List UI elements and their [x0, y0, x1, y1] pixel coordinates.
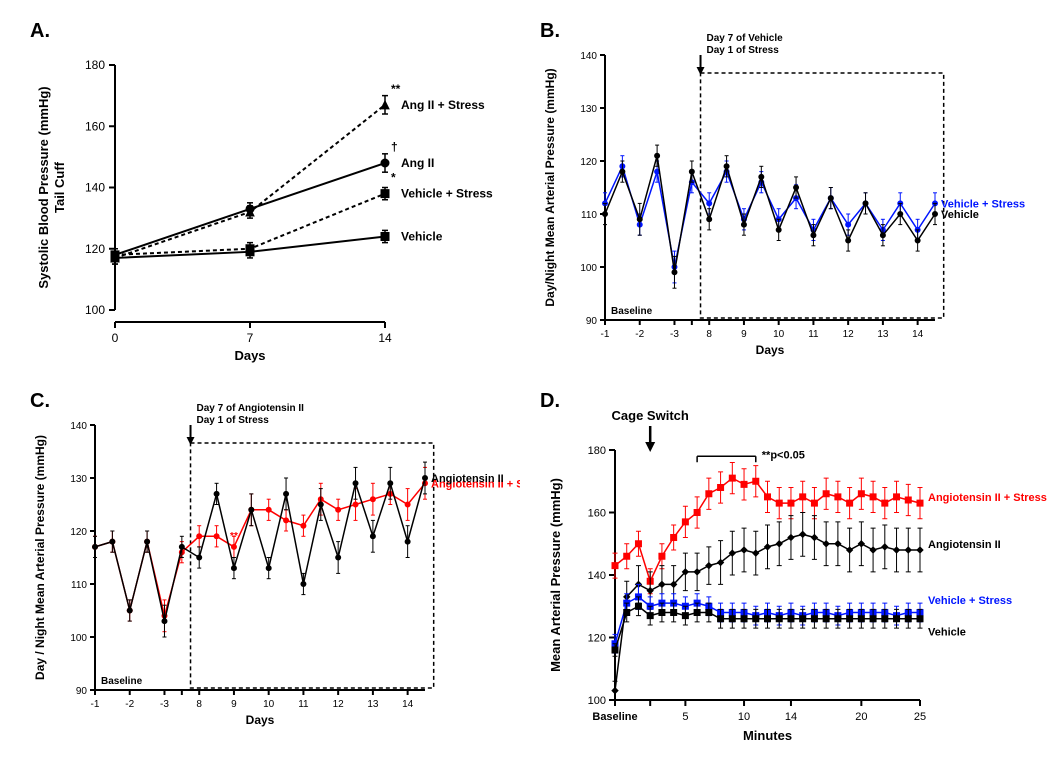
svg-text:130: 130	[580, 104, 597, 115]
svg-text:130: 130	[70, 474, 87, 485]
svg-text:0: 0	[112, 331, 119, 345]
svg-text:Minutes: Minutes	[743, 728, 792, 743]
svg-text:140: 140	[70, 421, 87, 432]
svg-text:Day / Night Mean Arterial Pres: Day / Night Mean Arterial Pressure (mmHg…	[33, 435, 47, 680]
panel-a: A. 100 120 140 160 180 0 7 14 Days Systolic Blood…	[20, 20, 520, 370]
svg-text:13: 13	[877, 329, 889, 340]
svg-text:25: 25	[914, 711, 926, 723]
svg-text:Baseline: Baseline	[592, 711, 637, 723]
svg-text:Angiotensin II: Angiotensin II	[431, 473, 504, 485]
panel-d-chart: 100 120 140 160 180 Baseline 5 10 14 20 25 Minutes M…	[530, 390, 1050, 760]
svg-text:14: 14	[785, 711, 797, 723]
svg-text:Vehicle: Vehicle	[941, 209, 979, 221]
svg-text:90: 90	[586, 316, 598, 327]
svg-text:100: 100	[580, 263, 597, 274]
svg-text:10: 10	[738, 711, 750, 723]
svg-text:100: 100	[85, 303, 105, 317]
svg-text:140: 140	[588, 570, 606, 582]
svg-text:†: †	[391, 140, 398, 154]
svg-text:Vehicle: Vehicle	[928, 626, 966, 638]
svg-text:Day 7 of Angiotensin II: Day 7 of Angiotensin II	[197, 403, 305, 414]
svg-text:-2: -2	[125, 699, 134, 710]
svg-text:120: 120	[70, 527, 87, 538]
svg-text:9: 9	[231, 699, 237, 710]
svg-text:Baseline: Baseline	[101, 676, 143, 687]
svg-text:**p<0.05: **p<0.05	[762, 449, 805, 461]
svg-text:140: 140	[580, 51, 597, 62]
svg-text:7: 7	[247, 331, 254, 345]
svg-text:Day 7 of Vehicle: Day 7 of Vehicle	[707, 33, 784, 44]
svg-text:8: 8	[196, 699, 202, 710]
panel-a-chart: 100 120 140 160 180 0 7 14 Days Systolic Blood Pr…	[20, 20, 520, 370]
svg-text:Days: Days	[246, 713, 275, 727]
svg-text:-3: -3	[670, 329, 679, 340]
svg-text:110: 110	[581, 210, 597, 221]
panel-a-label: A.	[30, 20, 50, 43]
svg-text:100: 100	[588, 695, 606, 707]
svg-text:-1: -1	[91, 699, 100, 710]
svg-text:Days: Days	[234, 348, 265, 363]
svg-text:Ang II + Stress: Ang II + Stress	[401, 98, 485, 112]
svg-text:12: 12	[333, 699, 345, 710]
panel-b: B. 90 100 110 120 130 140 -1 -2 -3 8 9 10 11 12 13 14 Da…	[530, 20, 1050, 370]
svg-text:Angiotensin II: Angiotensin II	[928, 539, 1001, 551]
svg-text:Vehicle + Stress: Vehicle + Stress	[928, 595, 1012, 607]
panel-c-chart: 90 100 110 120 130 140 -1 -2 -3 8 9 10 11 12 13 14 Days D…	[20, 390, 520, 760]
svg-text:160: 160	[85, 119, 105, 133]
svg-text:Vehicle + Stress: Vehicle + Stress	[401, 187, 493, 201]
svg-text:13: 13	[367, 699, 379, 710]
svg-text:Baseline: Baseline	[611, 306, 653, 317]
svg-text:140: 140	[85, 181, 105, 195]
svg-text:11: 11	[298, 699, 309, 710]
svg-text:Tail Cuff: Tail Cuff	[52, 161, 67, 213]
svg-text:10: 10	[773, 329, 785, 340]
svg-text:120: 120	[580, 157, 597, 168]
svg-text:Cage Switch: Cage Switch	[612, 408, 689, 423]
svg-text:20: 20	[855, 711, 867, 723]
svg-text:9: 9	[741, 329, 747, 340]
svg-text:8: 8	[706, 329, 712, 340]
panel-d: D. 100 120 140 160 180 Baseline 5 10 14 20 25 Minut…	[530, 390, 1050, 760]
panel-c-label: C.	[30, 390, 50, 413]
svg-text:11: 11	[808, 329, 819, 340]
svg-text:Day/Night Mean Arterial Pressu: Day/Night Mean Arterial Pressure (mmHg)	[543, 68, 557, 306]
svg-text:**: **	[230, 531, 238, 542]
svg-text:14: 14	[912, 329, 924, 340]
panel-b-label: B.	[540, 20, 560, 43]
svg-text:**: **	[391, 82, 401, 96]
svg-text:180: 180	[588, 445, 606, 457]
svg-text:-3: -3	[160, 699, 169, 710]
panel-c: C. 90 100 110 120 130 140 -1 -2 -3 8 9 10 11 12 13 14 Da…	[20, 390, 520, 760]
svg-text:120: 120	[588, 633, 606, 645]
svg-text:110: 110	[71, 580, 87, 591]
svg-text:Angiotensin II + Stress: Angiotensin II + Stress	[928, 492, 1047, 504]
svg-text:12: 12	[843, 329, 855, 340]
svg-text:-1: -1	[601, 329, 610, 340]
svg-text:120: 120	[85, 242, 105, 256]
panel-b-chart: 90 100 110 120 130 140 -1 -2 -3 8 9 10 11 12 13 14 Days D…	[530, 20, 1050, 370]
svg-text:Day 1 of Stress: Day 1 of Stress	[707, 45, 780, 56]
svg-text:Mean Arterial Pressure (mmHg): Mean Arterial Pressure (mmHg)	[548, 478, 563, 672]
svg-text:180: 180	[85, 58, 105, 72]
svg-text:Systolic Blood Pressure (mmHg): Systolic Blood Pressure (mmHg)	[36, 86, 51, 288]
svg-text:10: 10	[263, 699, 275, 710]
svg-text:14: 14	[402, 699, 414, 710]
svg-text:90: 90	[76, 686, 88, 697]
svg-text:160: 160	[588, 508, 606, 520]
svg-text:100: 100	[70, 633, 87, 644]
svg-text:Vehicle: Vehicle	[401, 230, 443, 244]
svg-text:14: 14	[378, 331, 392, 345]
svg-text:*: *	[391, 171, 396, 185]
svg-text:Ang II: Ang II	[401, 156, 434, 170]
svg-text:Day 1 of Stress: Day 1 of Stress	[197, 415, 270, 426]
svg-text:-2: -2	[635, 329, 644, 340]
svg-text:Days: Days	[756, 343, 785, 357]
panel-d-label: D.	[540, 390, 560, 413]
svg-text:5: 5	[682, 711, 688, 723]
figure-grid: A. 100 120 140 160 180 0 7 14 Days Systolic Blood…	[20, 20, 1030, 760]
